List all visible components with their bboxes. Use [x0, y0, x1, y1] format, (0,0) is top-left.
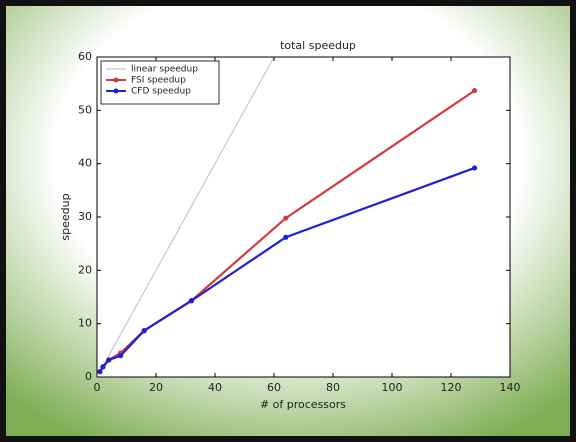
legend-marker [113, 88, 119, 94]
y-tick-label: 20 [78, 263, 92, 276]
legend-label: CFD speedup [131, 87, 191, 97]
legend-box [100, 60, 220, 105]
data-point [100, 364, 106, 370]
plot-area [96, 56, 511, 378]
plot-series [97, 57, 478, 375]
x-tick-label: 80 [326, 381, 340, 394]
y-axis-label: speedup [59, 193, 72, 240]
legend-label: FSI speedup [131, 76, 186, 86]
x-tick-label: 120 [441, 381, 462, 394]
x-tick-label: 60 [267, 381, 281, 394]
x-tick-label: 0 [94, 381, 101, 394]
y-tick-label: 30 [78, 210, 92, 223]
data-point [188, 298, 194, 304]
data-point [106, 357, 112, 363]
y-tick-label: 40 [78, 157, 92, 170]
y-tick-label: 0 [85, 370, 92, 383]
data-point [472, 165, 478, 171]
x-axis-label: # of processors [260, 398, 346, 411]
x-tick-label: 100 [382, 381, 403, 394]
data-point [141, 328, 147, 334]
legend-marker [113, 77, 119, 83]
data-point [283, 234, 289, 240]
data-point [472, 88, 478, 94]
y-tick-label: 10 [78, 317, 92, 330]
y-tick-label: 50 [78, 103, 92, 116]
chart-title: total speedup [280, 39, 356, 52]
data-point [283, 215, 289, 221]
x-tick-label: 20 [149, 381, 163, 394]
data-point [97, 369, 103, 375]
x-tick-label: 40 [208, 381, 222, 394]
legend-label: linear speedup [131, 65, 198, 75]
x-tick-label: 140 [500, 381, 521, 394]
data-point [118, 353, 124, 359]
y-tick-label: 60 [78, 50, 92, 63]
